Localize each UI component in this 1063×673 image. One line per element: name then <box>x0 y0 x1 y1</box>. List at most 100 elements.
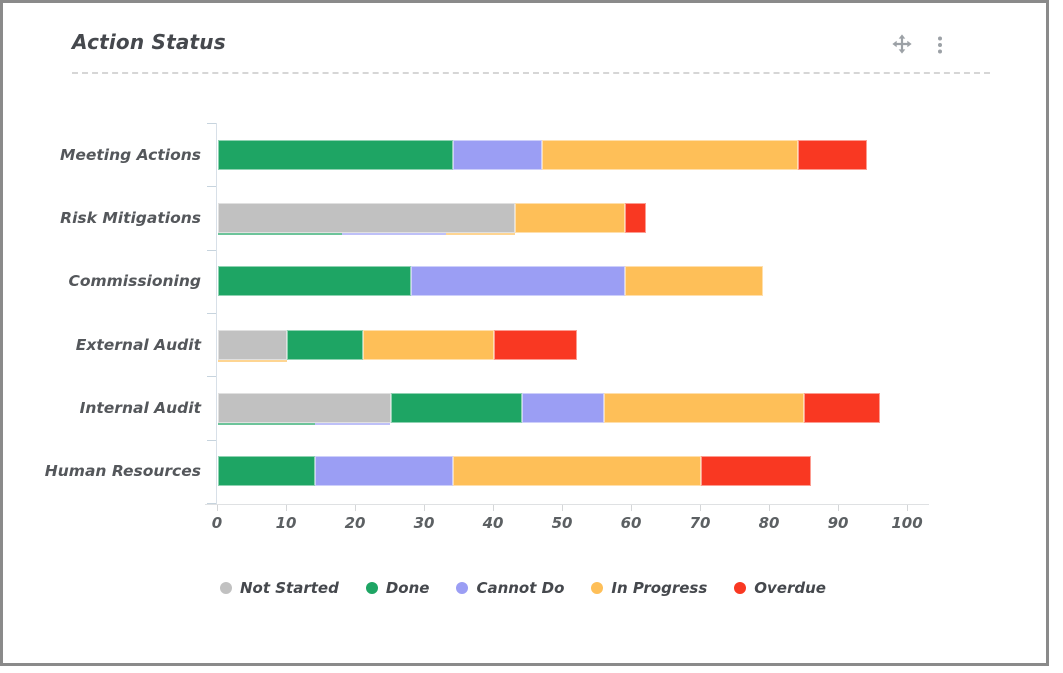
widget-title: Action Status <box>72 30 226 54</box>
x-axis-tick-label: 10 <box>275 514 297 532</box>
bar-segment-in_progress[interactable] <box>514 202 626 233</box>
x-axis-tick-label: 40 <box>482 514 504 532</box>
legend-marker-overdue <box>734 582 747 594</box>
x-axis-tick <box>355 505 356 511</box>
legend-label-cannot-do: Cannot Do <box>476 579 565 597</box>
y-axis-tick <box>207 123 216 124</box>
x-axis-tick-label: 50 <box>551 514 573 532</box>
x-axis-tick-label: 60 <box>620 514 642 532</box>
stacked-bar-meeting-actions <box>218 139 908 170</box>
y-axis-tick <box>207 376 216 378</box>
bar-segment-not_started[interactable] <box>218 202 515 233</box>
bar-segment-done[interactable] <box>218 266 412 297</box>
x-axis-tick-label: 0 <box>211 514 223 532</box>
category-label-meeting-actions: Meeting Actions <box>59 145 201 164</box>
y-axis-line <box>216 123 217 504</box>
kebab-menu-icon[interactable] <box>929 34 951 56</box>
legend-label-not-started: Not Started <box>240 579 339 597</box>
underbar-sliver-in_progress <box>218 359 287 362</box>
x-axis-tick-label: 100 <box>891 514 923 532</box>
bar-segment-cannot_do[interactable] <box>452 139 543 170</box>
x-axis-tick-label: 20 <box>344 514 366 532</box>
bar-segment-overdue[interactable] <box>797 139 867 170</box>
x-axis-tick-label: 70 <box>689 514 711 532</box>
bar-row-internal-audit <box>217 376 907 439</box>
legend-item-in-progress[interactable]: In Progress <box>591 579 707 597</box>
bar-segment-in_progress[interactable] <box>542 139 798 170</box>
legend-label-in-progress: In Progress <box>611 579 708 597</box>
bar-segment-in_progress[interactable] <box>625 266 764 297</box>
y-axis-tick <box>207 186 216 188</box>
legend-marker-cannot-do <box>456 582 469 594</box>
stacked-bar-internal-audit <box>218 392 908 425</box>
x-axis-tick-label: 90 <box>827 514 849 532</box>
bar-row-external-audit <box>217 313 907 376</box>
move-icon[interactable] <box>891 33 913 55</box>
bar-segment-not_started[interactable] <box>218 392 391 423</box>
y-axis-tick <box>207 313 216 314</box>
legend-label-overdue: Overdue <box>754 579 826 597</box>
bar-segment-cannot_do[interactable] <box>521 392 605 423</box>
bar-segment-cannot_do[interactable] <box>411 266 626 297</box>
x-axis-tick <box>907 505 908 511</box>
x-axis-tick <box>562 505 563 511</box>
x-axis-tick <box>631 505 632 511</box>
bar-segment-overdue[interactable] <box>493 329 577 360</box>
bar-segment-in_progress[interactable] <box>452 456 701 487</box>
legend-marker-not-started <box>220 582 232 594</box>
underbar-sliver-done <box>218 232 343 235</box>
category-label-commissioning: Commissioning <box>68 272 201 291</box>
legend-item-done[interactable]: Done <box>365 579 430 597</box>
bar-row-meeting-actions <box>217 123 907 186</box>
underbar-sliver-in_progress <box>445 232 515 235</box>
bar-segment-done[interactable] <box>218 456 315 487</box>
x-axis-tick-label: 80 <box>758 514 780 532</box>
x-axis-tick <box>700 505 701 511</box>
y-axis-tick <box>207 439 216 441</box>
stacked-bar-risk-mitigations <box>218 202 908 235</box>
category-label-human-resources: Human Resources <box>44 462 201 481</box>
bar-row-human-resources <box>217 440 907 503</box>
category-label-internal-audit: Internal Audit <box>79 398 201 417</box>
y-axis-tick <box>207 503 216 504</box>
title-separator <box>72 72 990 74</box>
chart-legend: Not Started Done Cannot Do In Progress Overd… <box>83 579 963 597</box>
bar-segment-done[interactable] <box>287 329 363 360</box>
bar-segment-overdue[interactable] <box>700 456 812 487</box>
x-axis-tick <box>424 505 425 511</box>
stacked-bar-external-audit <box>218 329 908 362</box>
plot-area <box>217 123 907 503</box>
legend-item-not-started[interactable]: Not Started <box>220 579 339 597</box>
x-axis-tick <box>493 505 494 511</box>
underbar-sliver-cannot_do <box>314 422 391 425</box>
underbar-sliver-cannot_do <box>342 232 446 235</box>
bar-segment-cannot_do[interactable] <box>314 456 453 487</box>
bar-segment-in_progress[interactable] <box>604 392 805 423</box>
legend-marker-done <box>365 582 378 594</box>
bar-segment-overdue[interactable] <box>804 392 881 423</box>
x-axis-tick <box>286 505 287 511</box>
legend-marker-in-progress <box>591 582 604 594</box>
category-label-risk-mitigations: Risk Mitigations <box>60 208 201 227</box>
stacked-bar-human-resources <box>218 456 908 487</box>
legend-label-done: Done <box>385 579 430 597</box>
bar-row-commissioning <box>217 250 907 313</box>
x-axis-tick <box>838 505 839 511</box>
x-axis-tick <box>769 505 770 511</box>
category-axis: Meeting Actions Risk Mitigations Commissio… <box>23 123 201 503</box>
x-axis-tick <box>217 505 218 511</box>
bar-segment-in_progress[interactable] <box>362 329 494 360</box>
bar-row-risk-mitigations <box>217 186 907 249</box>
x-axis-tick-label: 30 <box>413 514 435 532</box>
x-axis-line <box>205 504 929 505</box>
action-status-widget: Action Status Meeting Actions Risk Mitiga… <box>0 0 1049 666</box>
bar-segment-overdue[interactable] <box>625 202 646 233</box>
stacked-bar-commissioning <box>218 266 908 297</box>
y-axis-tick <box>207 249 216 251</box>
legend-item-cannot-do[interactable]: Cannot Do <box>456 579 564 597</box>
bar-segment-not_started[interactable] <box>218 329 287 360</box>
legend-item-overdue[interactable]: Overdue <box>734 579 826 597</box>
underbar-sliver-done <box>218 422 315 425</box>
bar-segment-done[interactable] <box>218 139 453 170</box>
bar-segment-done[interactable] <box>390 392 522 423</box>
